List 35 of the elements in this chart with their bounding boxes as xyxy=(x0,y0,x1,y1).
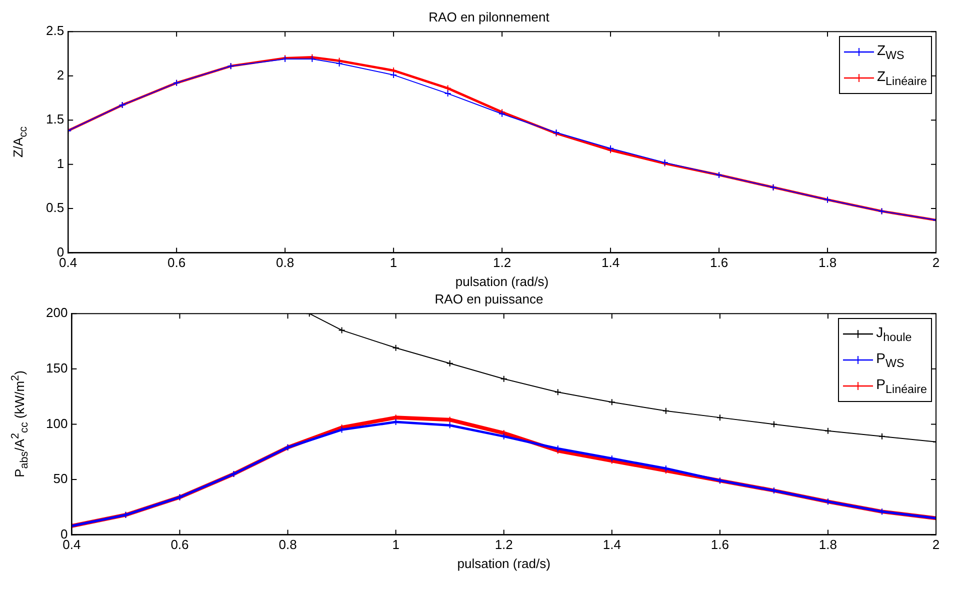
x-axis-title: pulsation (rad/s) xyxy=(457,556,550,571)
chart-title: RAO en puissance xyxy=(434,291,544,306)
y-tick-label: 1.5 xyxy=(46,112,64,127)
y-tick-label: 0.5 xyxy=(46,200,64,216)
x-tick-label: 0.6 xyxy=(168,255,186,270)
x-tick-label: 2 xyxy=(932,255,940,270)
x-tick-label: 0.8 xyxy=(276,255,294,270)
legend-label: J$_{houle}$ xyxy=(876,324,912,344)
x-tick-label: 1 xyxy=(392,537,400,552)
x-tick-label: 0.6 xyxy=(170,537,189,552)
x-tick-label: 1.2 xyxy=(494,537,513,552)
legend-label: P$_{Linéaire}$ xyxy=(876,376,927,396)
x-tick-label: 1.8 xyxy=(818,537,837,552)
y-tick-label: 2.5 xyxy=(46,23,64,38)
y-tick-label: 150 xyxy=(46,360,68,376)
x-tick-label: 1 xyxy=(390,255,398,270)
y-tick-label: 200 xyxy=(46,305,68,320)
chart-title: RAO en pilonnement xyxy=(428,9,550,24)
x-tick-label: 2 xyxy=(932,537,940,552)
x-axis-title: pulsation (rad/s) xyxy=(455,274,549,289)
y-tick-label: 1 xyxy=(56,156,64,171)
x-tick-label: 1.2 xyxy=(492,255,512,270)
y-tick-label: 0 xyxy=(60,526,68,542)
x-tick-label: 1.6 xyxy=(710,255,728,270)
legend-label: P$_{WS}$ xyxy=(876,350,904,370)
x-tick-label: 1.6 xyxy=(710,537,729,552)
x-tick-label: 1.8 xyxy=(818,255,837,270)
x-tick-label: 1.4 xyxy=(602,537,621,552)
legend-label: Z$_{Linéaire}$ xyxy=(876,68,927,88)
y-tick-label: 50 xyxy=(53,471,68,486)
y-tick-label: 2 xyxy=(56,67,64,82)
legend-label: Z$_{WS}$ xyxy=(876,42,904,62)
x-tick-label: 0.8 xyxy=(278,537,297,552)
x-tick-label: 1.4 xyxy=(601,255,620,270)
y-tick-label: 100 xyxy=(46,416,68,431)
